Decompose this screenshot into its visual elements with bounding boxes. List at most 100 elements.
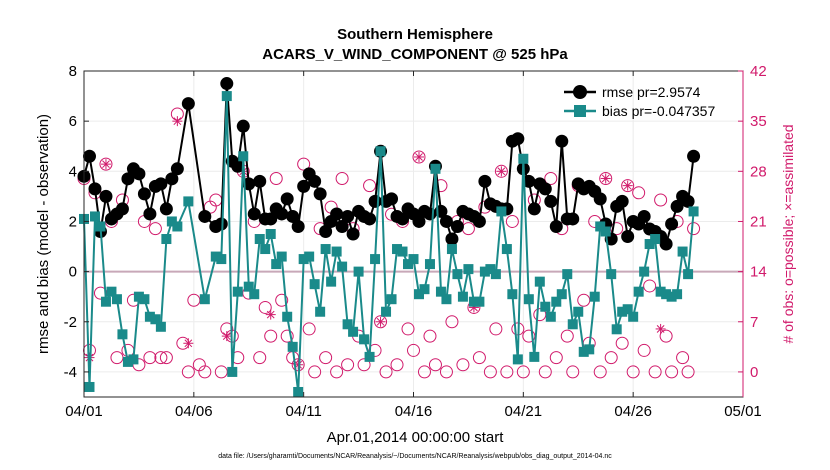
rmse-point bbox=[544, 194, 558, 208]
x-tick-label: 04/01 bbox=[65, 403, 103, 420]
bias-point bbox=[155, 321, 166, 332]
x-tick-label: 04/21 bbox=[505, 403, 543, 420]
obs-possible-marker bbox=[500, 365, 514, 379]
bias-point bbox=[232, 286, 243, 297]
rmse-point bbox=[566, 212, 580, 226]
rmse-point bbox=[275, 207, 289, 221]
bias-point bbox=[221, 91, 232, 102]
axes: 04/01 04/06 04/11 04/16 04/21 04/26 05/01 -4 -2 0… bbox=[64, 63, 767, 420]
rmse-point bbox=[82, 149, 96, 163]
obs-possible-marker bbox=[341, 358, 355, 372]
rmse-point bbox=[247, 207, 261, 221]
obs-possible-marker bbox=[280, 329, 294, 343]
bias-point bbox=[172, 221, 183, 232]
bias-point bbox=[397, 246, 408, 257]
obs-assimilated-stroke bbox=[376, 317, 385, 326]
bias-point bbox=[435, 286, 446, 297]
obs-assimilated-marker bbox=[221, 331, 232, 342]
bias-point bbox=[666, 291, 677, 302]
obs-assimilated-marker bbox=[172, 116, 183, 127]
bias-point bbox=[551, 296, 562, 307]
bias-point bbox=[210, 251, 221, 262]
obs-possible-marker bbox=[659, 329, 673, 343]
x-tick-label: 04/26 bbox=[614, 403, 652, 420]
obs-assimilated-marker bbox=[413, 151, 424, 162]
bias-point bbox=[639, 266, 650, 277]
obs-assimilated-stroke bbox=[184, 339, 193, 348]
obs-assimilated-marker bbox=[622, 180, 633, 191]
y2-tick-label: 7 bbox=[750, 314, 758, 331]
bias-point bbox=[606, 269, 617, 280]
bias-point bbox=[628, 311, 639, 322]
bias-point bbox=[403, 259, 414, 270]
rmse-point bbox=[319, 224, 333, 238]
obs-possible-marker bbox=[258, 300, 272, 314]
bias-point bbox=[644, 239, 655, 250]
bias-point bbox=[661, 289, 672, 300]
y-tick-label: 8 bbox=[69, 63, 77, 80]
y2-tick-label: 28 bbox=[750, 163, 767, 180]
y-axis-label: rmse and bias (model - observation) bbox=[35, 114, 52, 354]
bias-point bbox=[413, 289, 424, 300]
obs-possible-marker bbox=[308, 365, 322, 379]
obs-possible-marker bbox=[632, 186, 646, 200]
y2-tick-label: 14 bbox=[750, 264, 767, 281]
x-tick-label: 05/01 bbox=[724, 403, 762, 420]
bias-point bbox=[243, 281, 254, 292]
obs-assimilated-marker bbox=[655, 323, 666, 334]
rmse-point bbox=[88, 182, 102, 196]
bias-point bbox=[392, 244, 403, 255]
rmse-point bbox=[681, 194, 695, 208]
rmse-point bbox=[115, 202, 129, 216]
y-tick-label: 6 bbox=[69, 113, 77, 130]
bias-point bbox=[584, 344, 595, 355]
rmse-point bbox=[385, 192, 399, 206]
rmse-point bbox=[220, 77, 234, 91]
bias-point bbox=[375, 146, 386, 157]
bias-point bbox=[287, 341, 298, 352]
obs-possible-marker bbox=[566, 365, 580, 379]
chart-title: Southern Hemisphere bbox=[337, 26, 493, 43]
obs-possible-marker bbox=[390, 358, 404, 372]
obs-possible-marker bbox=[319, 351, 333, 365]
bias-point bbox=[485, 264, 496, 275]
x-tick-label: 04/11 bbox=[285, 403, 321, 420]
rmse-point bbox=[423, 207, 437, 221]
bias-point bbox=[501, 244, 512, 255]
bias-point bbox=[265, 229, 276, 239]
bias-point bbox=[122, 356, 133, 367]
bias-point bbox=[249, 289, 260, 300]
bias-point bbox=[309, 279, 320, 290]
bias-point bbox=[161, 234, 172, 245]
obs-possible-marker bbox=[335, 171, 349, 185]
rmse-point bbox=[637, 209, 651, 223]
obs-possible-marker bbox=[643, 279, 657, 293]
bias-point bbox=[452, 269, 463, 280]
obs-possible-marker bbox=[154, 351, 168, 365]
legend-bias-label: bias pr=-0.047357 bbox=[602, 103, 715, 119]
y-tick-label: 0 bbox=[69, 264, 77, 281]
rmse-point bbox=[659, 237, 673, 251]
bias-point bbox=[408, 254, 419, 265]
y-axis-right-label: # of obs: o=possible; ×=assimilated bbox=[780, 124, 796, 343]
obs-possible-marker bbox=[445, 315, 459, 329]
obs-possible-marker bbox=[648, 365, 662, 379]
obs-possible-marker bbox=[401, 322, 415, 336]
bias-point bbox=[441, 294, 452, 305]
bias-point bbox=[463, 264, 474, 275]
obs-possible-marker bbox=[676, 351, 690, 365]
obs-possible-marker bbox=[560, 329, 574, 343]
bias-point bbox=[199, 294, 210, 305]
obs-possible-marker bbox=[363, 179, 377, 193]
obs-possible-marker bbox=[297, 157, 311, 171]
bias-point bbox=[111, 294, 122, 305]
obs-possible-marker bbox=[615, 336, 629, 350]
bias-point bbox=[326, 276, 337, 287]
bias-point bbox=[540, 301, 551, 312]
bias-point bbox=[117, 329, 128, 340]
obs-possible-marker bbox=[489, 322, 503, 336]
rmse-point bbox=[165, 172, 179, 186]
obs-assimilated-stroke bbox=[656, 325, 665, 333]
bias-point bbox=[430, 163, 441, 174]
